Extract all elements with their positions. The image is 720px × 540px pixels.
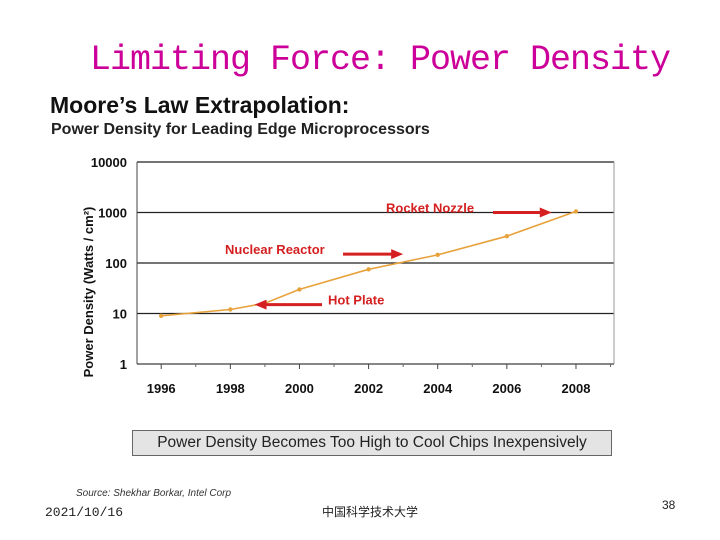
data-point [158,313,164,319]
x-tick-label: 2006 [492,381,521,396]
y-tick-label: 100 [105,256,127,271]
x-tick-label: 1996 [147,381,176,396]
data-point [366,267,371,272]
page-number: 38 [662,498,676,512]
x-tick-label: 2002 [354,381,383,396]
data-point [228,307,233,312]
axis-layer: 1 10 100 1000 10000 1996 1998 2000 2002 2004 2006 2… [91,155,615,396]
x-tick-label: 1998 [216,381,245,396]
y-tick-label: 1000 [98,206,127,221]
y-axis-label: Power Density (Watts / cm²) [81,207,96,378]
x-tick-label: 2008 [562,381,591,396]
slide-title: Limiting Force: Power Density [89,40,671,80]
footer-date: 2021/10/16 [45,505,124,520]
annotation-label: Rocket Nozzle [386,201,474,216]
data-point [573,209,579,214]
footer-institution: 中国科学技术大学 [322,505,419,519]
data-point [504,233,510,239]
data-point [435,252,440,258]
grid-layer [137,161,614,365]
data-point [297,287,302,292]
conclusion-banner: Power Density Becomes Too High to Cool C… [132,430,612,456]
annotation-label: Nuclear Reactor [225,242,325,257]
annotation-layer: Rocket Nozzle Nuclear Reactor Hot Plate [225,201,552,310]
figure-subheading: Power Density for Leading Edge Microproc… [51,121,430,138]
series-layer [158,209,579,319]
annotation-arrow-head [391,249,404,260]
y-tick-label: 10000 [91,155,127,170]
x-tick-label: 2004 [423,381,453,396]
annotation-label: Hot Plate [328,293,384,308]
x-tick-label: 2000 [285,381,314,396]
annotation-arrow-head [254,299,267,310]
annotation-arrow-head [539,207,552,218]
source-note: Source: Shekhar Borkar, Intel Corp [76,488,232,499]
y-tick-label: 1 [120,357,127,372]
y-tick-label: 10 [113,307,127,322]
series-line [161,210,577,317]
figure-heading: Moore’s Law Extrapolation: [50,92,350,118]
